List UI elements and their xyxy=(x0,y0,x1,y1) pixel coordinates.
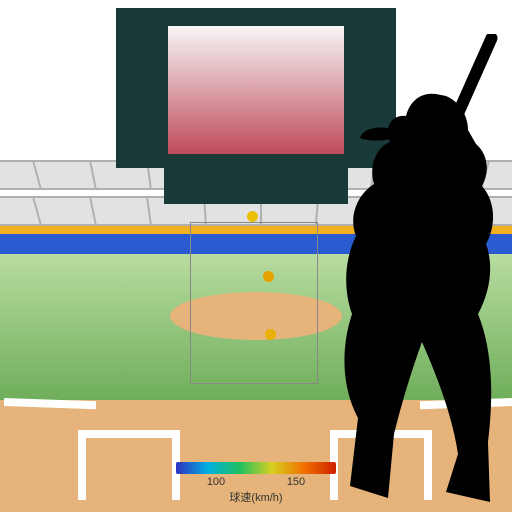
pitch-marker xyxy=(263,271,274,282)
strike-zone xyxy=(190,222,318,384)
legend-ticks: 100 150 xyxy=(176,476,336,488)
velocity-legend: 100 150 球速(km/h) xyxy=(176,462,336,505)
legend-tick-100: 100 xyxy=(207,476,225,488)
batter-silhouette xyxy=(318,34,512,502)
legend-label: 球速(km/h) xyxy=(176,489,336,505)
legend-gradient-bar xyxy=(176,462,336,474)
pitch-marker xyxy=(247,211,258,222)
legend-tick-150: 150 xyxy=(287,476,305,488)
pitch-location-scene: 100 150 球速(km/h) xyxy=(0,0,512,512)
pitch-marker xyxy=(265,329,276,340)
